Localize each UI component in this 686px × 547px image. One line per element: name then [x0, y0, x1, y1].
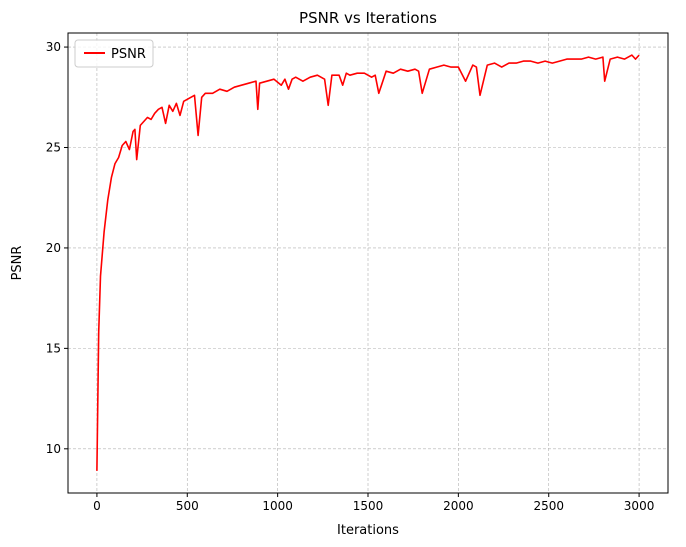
axis-ticks: 0 500 1000 1500 2000 2500 3000 10 15 20 25 30	[46, 40, 655, 513]
x-tick-label: 0	[93, 499, 101, 513]
y-tick-label: 20	[46, 241, 61, 255]
series-line-psnr	[96, 54, 640, 471]
y-axis-label: PSNR	[10, 246, 25, 281]
legend-box	[74, 39, 154, 68]
y-tick-label: 10	[46, 442, 61, 456]
x-axis-label: Iterations	[337, 523, 399, 538]
series-layer	[96, 54, 640, 471]
legend: PSNR	[74, 39, 154, 68]
x-tick-label: 2000	[443, 499, 474, 513]
y-tick-label: 15	[46, 341, 61, 355]
y-tick-label: 25	[46, 140, 61, 154]
grid-lines	[68, 33, 668, 493]
x-tick-label: 1000	[262, 499, 293, 513]
x-tick-label: 2500	[533, 499, 564, 513]
x-tick-label: 500	[176, 499, 199, 513]
y-tick-label: 30	[46, 40, 61, 54]
x-tick-label: 1500	[353, 499, 384, 513]
x-tick-label: 3000	[624, 499, 655, 513]
legend-label-psnr: PSNR	[111, 47, 146, 62]
chart-title: PSNR vs Iterations	[299, 9, 437, 27]
